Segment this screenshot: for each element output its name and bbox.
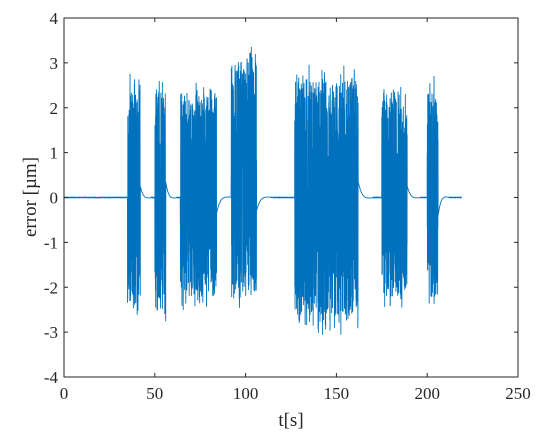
y-tick-label: -4 <box>44 368 59 387</box>
x-tick-label: 50 <box>146 384 163 403</box>
y-tick-label: 0 <box>50 189 59 208</box>
y-tick-label: -3 <box>44 323 58 342</box>
x-tick-label: 0 <box>60 384 69 403</box>
series-layer <box>63 46 463 335</box>
y-tick-label: -2 <box>44 278 58 297</box>
x-tick-label: 250 <box>505 384 531 403</box>
x-tick-label: 100 <box>233 384 259 403</box>
y-axis-label: error [µm] <box>20 157 41 237</box>
y-tick-label: 3 <box>50 54 59 73</box>
x-tick-label: 200 <box>414 384 440 403</box>
y-tick-label: -1 <box>44 233 58 252</box>
error-series-line <box>63 46 463 335</box>
y-tick-label: 2 <box>50 99 59 118</box>
ticks-layer: 0 50 100 150 200 250 -4 -3 -2 -1 0 1 2 3 4 <box>44 9 531 403</box>
y-tick-label: 4 <box>50 9 59 28</box>
y-tick-label: 1 <box>50 144 59 163</box>
x-axis-label: t[s] <box>278 410 303 431</box>
x-tick-label: 150 <box>324 384 350 403</box>
